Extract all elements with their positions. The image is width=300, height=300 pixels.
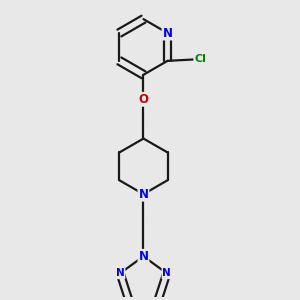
Text: Cl: Cl: [194, 54, 206, 64]
Text: N: N: [162, 268, 171, 278]
Text: N: N: [139, 250, 148, 263]
Text: N: N: [139, 188, 148, 201]
Text: N: N: [163, 26, 172, 40]
Text: N: N: [116, 268, 124, 278]
Text: O: O: [139, 93, 148, 106]
